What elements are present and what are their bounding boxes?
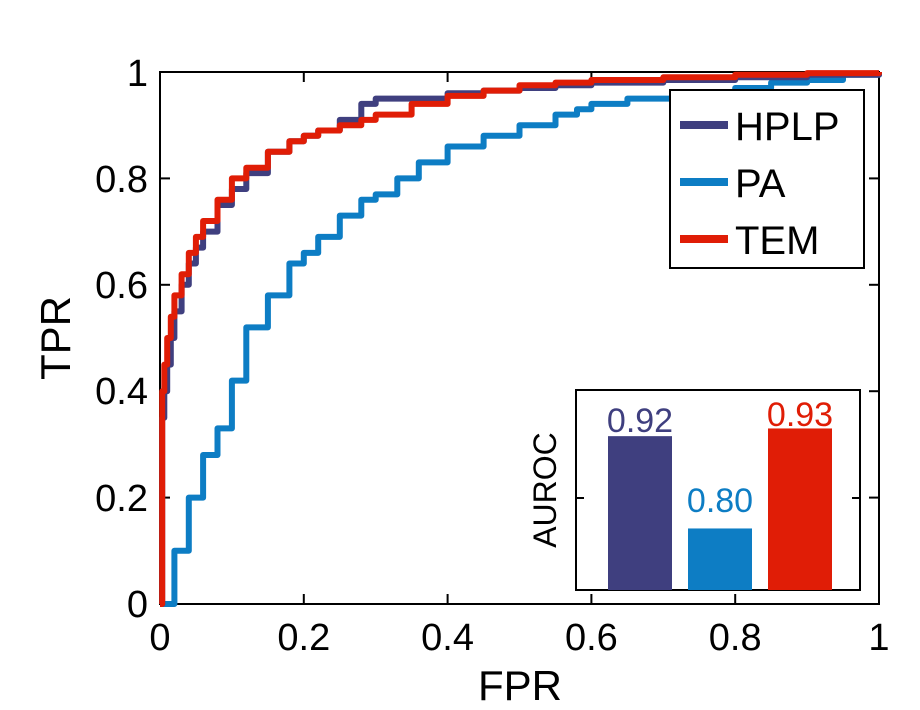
inset-bar-pa (688, 528, 752, 590)
inset-value-label-pa: 0.80 (687, 482, 753, 520)
legend-label-tem: TEM (735, 219, 819, 263)
roc-line-tem (159, 70, 882, 607)
y-axis-label: TPR (32, 296, 79, 380)
inset-bar-tem (768, 428, 832, 590)
x-tick-label: 0.2 (277, 617, 330, 659)
x-tick-label: 1 (868, 617, 889, 659)
x-axis-label: FPR (478, 662, 562, 709)
inset-value-label-tem: 0.93 (767, 396, 833, 434)
legend: HPLP PA TEM (669, 89, 865, 269)
inset-bar-hplp (608, 436, 672, 590)
inset-value-label-hplp: 0.92 (607, 402, 673, 440)
x-tick-label: 0.6 (565, 617, 618, 659)
x-tick-label: 0 (149, 617, 170, 659)
y-tick-label: 1 (127, 53, 148, 95)
inset-y-axis-label: AUROC (527, 432, 563, 548)
inset-bars (608, 428, 832, 590)
x-tick-label: 0.4 (421, 617, 474, 659)
y-tick-label: 0.8 (95, 159, 148, 201)
y-tick-label: 0.6 (95, 265, 148, 307)
x-tick-label: 0.8 (709, 617, 762, 659)
legend-label-pa: PA (735, 162, 786, 206)
y-tick-label: 0.2 (95, 478, 148, 520)
x-tick-labels: 0 0.2 0.4 0.6 0.8 1 (149, 617, 889, 659)
inset-auroc-chart: AUROC 0.92 0.80 0.93 (527, 389, 861, 591)
legend-label-hplp: HPLP (735, 105, 840, 149)
y-tick-label: 0 (127, 584, 148, 626)
y-tick-labels: 0 0.2 0.4 0.6 0.8 1 (95, 53, 148, 626)
y-tick-label: 0.4 (95, 371, 148, 413)
